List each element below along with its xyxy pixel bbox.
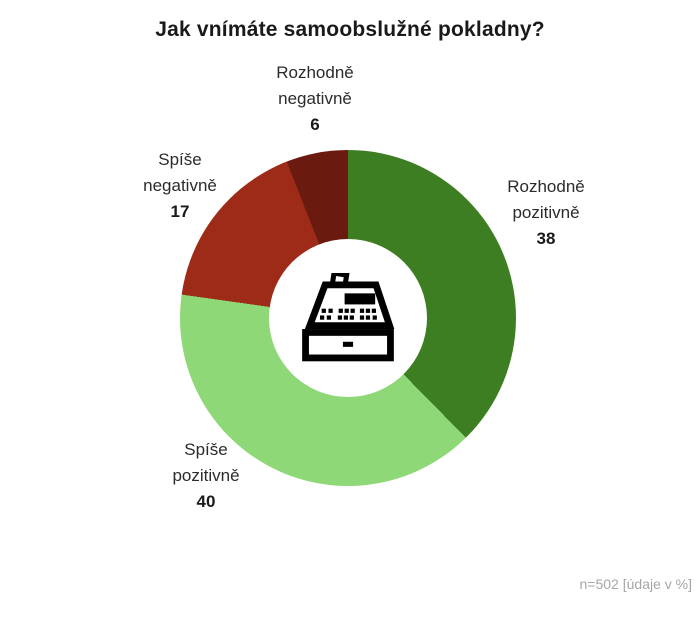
label-value: 6 <box>310 115 320 134</box>
label-line: Spíše <box>184 440 228 459</box>
chart-title: Jak vnímáte samoobslužné pokladny? <box>155 18 545 41</box>
donut-hole <box>269 239 427 397</box>
label-spise-pozitivne: Spíše pozitivně 40 <box>172 437 239 515</box>
label-line: negativně <box>143 176 217 195</box>
donut-chart <box>180 150 516 486</box>
label-spise-negativne: Spíše negativně 17 <box>143 147 217 225</box>
label-line: pozitivně <box>512 203 580 222</box>
label-line: Spíše <box>158 150 202 169</box>
label-line: Rozhodně <box>507 177 585 196</box>
label-value: 40 <box>196 492 216 511</box>
label-line: Rozhodně <box>276 63 354 82</box>
cash-register-icon <box>302 273 395 362</box>
label-value: 38 <box>536 229 556 248</box>
label-rozhodne-pozitivne: Rozhodně pozitivně 38 <box>507 174 585 252</box>
sample-size-note: n=502 [údaje v %] <box>579 576 692 592</box>
label-value: 17 <box>170 202 190 221</box>
label-rozhodne-negativne: Rozhodně negativně 6 <box>276 60 354 138</box>
label-line: negativně <box>278 89 352 108</box>
label-line: pozitivně <box>172 466 240 485</box>
